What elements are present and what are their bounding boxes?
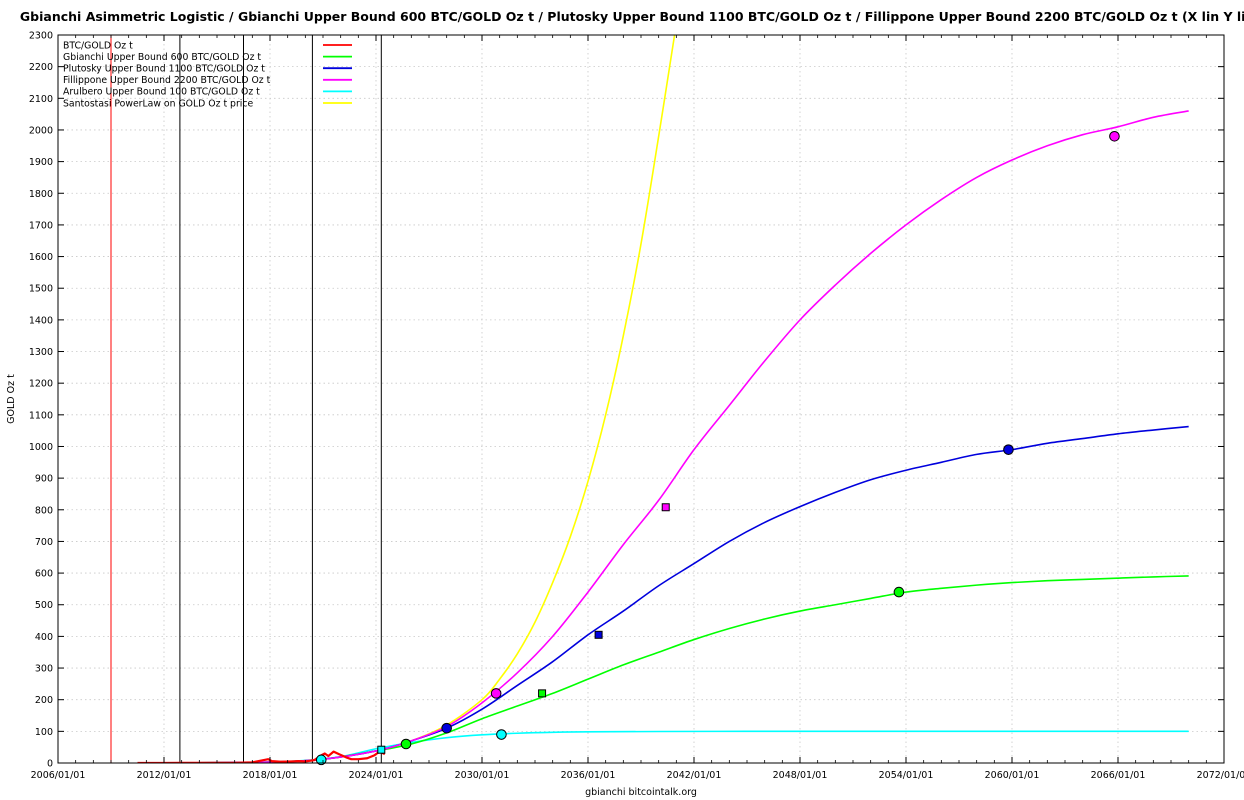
y-tick-label: 100: [35, 727, 53, 738]
series-line-1: [163, 575, 1189, 763]
y-tick-label: 2200: [29, 62, 53, 73]
y-tick-label: 700: [35, 537, 53, 548]
x-tick-label: 2048/01/01: [773, 770, 828, 781]
y-tick-label: 2000: [29, 125, 53, 136]
x-tick-label: 2054/01/01: [879, 770, 934, 781]
y-tick-label: 1600: [29, 252, 53, 263]
y-tick-label: 1800: [29, 189, 53, 200]
legend-label: Plutosky Upper Bound 1100 BTC/GOLD Oz t: [63, 64, 265, 75]
x-tick-label: 2036/01/01: [561, 770, 616, 781]
square-marker: [594, 630, 603, 639]
y-tick-label: 400: [35, 632, 53, 643]
series-line-4: [137, 730, 1189, 763]
y-tick-label: 500: [35, 600, 53, 611]
x-tick-label: 2012/01/01: [137, 770, 192, 781]
x-axis-ticks: 2006/01/01 2012/01/01 2018/01/01 2024/01/01…: [31, 35, 1244, 781]
chart-title: Gbianchi Asimmetric Logistic / Gbianchi …: [20, 9, 1244, 24]
circle-marker: [315, 754, 327, 766]
y-tick-label: 2300: [29, 31, 53, 42]
y-tick-label: 1100: [29, 410, 53, 421]
legend-label: Gbianchi Upper Bound 600 BTC/GOLD Oz t: [63, 52, 261, 63]
legend-label: Santostasi PowerLaw on GOLD Oz t price: [63, 98, 253, 109]
y-tick-label: 200: [35, 695, 53, 706]
y-tick-label: 2100: [29, 94, 53, 105]
legend-label: Arulbero Upper Bound 100 BTC/GOLD Oz t: [63, 87, 260, 98]
square-marker: [538, 689, 547, 698]
circle-marker: [496, 729, 507, 740]
series-line-3: [163, 110, 1189, 763]
circle-marker: [1003, 444, 1014, 455]
y-tick-label: 1500: [29, 284, 53, 295]
y-tick-label: 1200: [29, 379, 53, 390]
x-tick-label: 2042/01/01: [667, 770, 722, 781]
grid: [58, 35, 1224, 763]
series-line-0: [137, 750, 386, 763]
x-tick-label: 2072/01/01: [1197, 770, 1244, 781]
y-tick-label: 1400: [29, 315, 53, 326]
vertical-markers: [110, 35, 382, 763]
legend-label: Fillippone Upper Bound 2200 BTC/GOLD Oz …: [63, 75, 271, 86]
y-tick-label: 1000: [29, 442, 53, 453]
y-axis-ticks: 0 100 200 300 400 500 600 700 800 900 1000 1100 1200…: [29, 31, 1224, 770]
y-tick-label: 0: [47, 759, 53, 770]
series-markers: [315, 130, 1120, 766]
square-marker: [661, 503, 670, 512]
plot-frame: [57, 34, 1225, 764]
y-tick-label: 900: [35, 474, 53, 485]
x-tick-label: 2018/01/01: [243, 770, 298, 781]
circle-marker: [441, 722, 452, 734]
series-line-5: [163, 35, 676, 763]
x-axis-label: gbianchi bitcointalk.org: [585, 787, 697, 798]
circle-marker: [893, 586, 905, 598]
x-tick-label: 2006/01/01: [31, 770, 86, 781]
circle-marker: [490, 688, 502, 699]
series-lines: [137, 35, 1189, 763]
series-line-2: [163, 425, 1189, 763]
y-tick-label: 1300: [29, 347, 53, 358]
y-tick-label: 1700: [29, 220, 53, 231]
x-tick-label: 2066/01/01: [1091, 770, 1146, 781]
x-tick-label: 2030/01/01: [455, 770, 510, 781]
square-marker: [377, 745, 386, 754]
y-axis-label: GOLD Oz t: [6, 374, 17, 424]
y-tick-label: 300: [35, 664, 53, 675]
y-tick-label: 1900: [29, 157, 53, 168]
x-tick-label: 2024/01/01: [349, 770, 404, 781]
y-tick-label: 600: [35, 569, 53, 580]
circle-marker: [1109, 130, 1120, 142]
circle-marker: [400, 738, 412, 750]
legend-label: BTC/GOLD Oz t: [63, 40, 133, 51]
y-tick-label: 800: [35, 505, 53, 516]
x-tick-label: 2060/01/01: [985, 770, 1040, 781]
